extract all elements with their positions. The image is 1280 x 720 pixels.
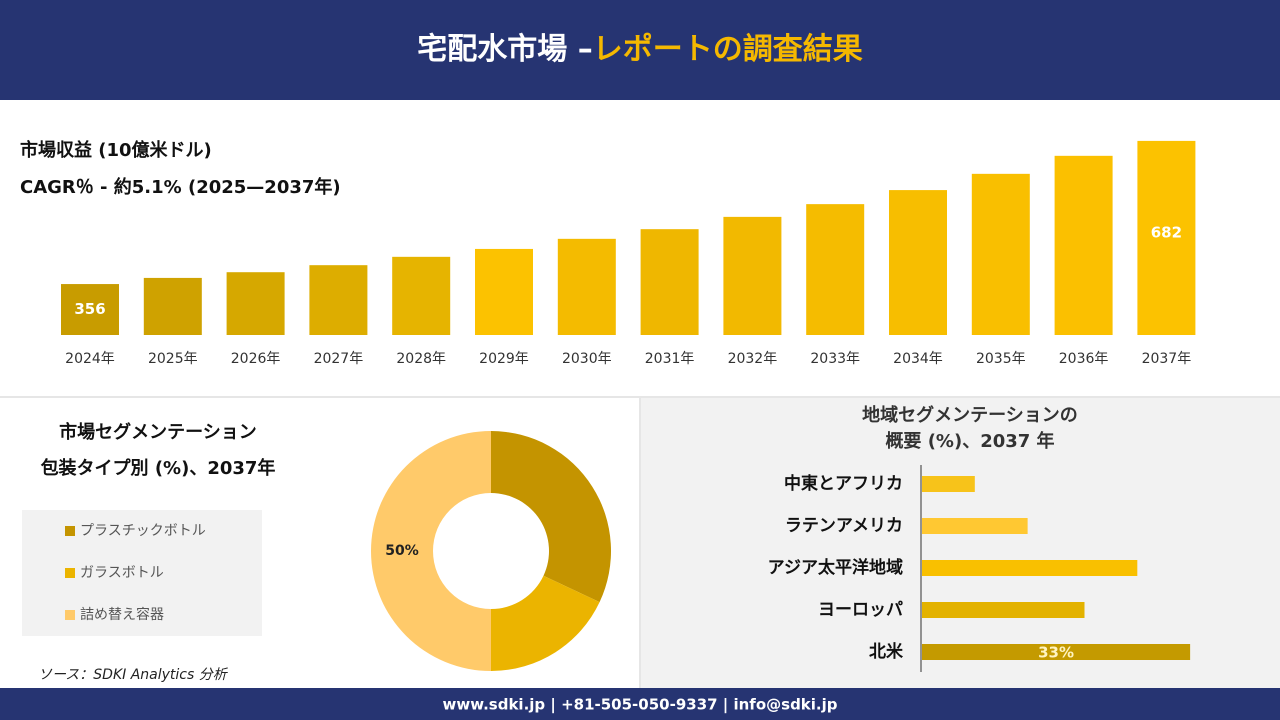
donut-slice: [371, 431, 491, 671]
bar: [922, 644, 1191, 660]
bar: [226, 272, 285, 335]
footer-contact: www.sdki.jp | +81-505-050-9337 | info@sd…: [442, 696, 837, 715]
data-label: 356: [74, 300, 105, 318]
bar: [1137, 140, 1196, 335]
x-tick-label: 2030年: [562, 351, 612, 367]
x-tick-label: 2024年: [65, 351, 115, 367]
y-tick-label: ラテンアメリカ: [785, 516, 903, 536]
x-tick-label: 2027年: [314, 351, 364, 367]
bar: [475, 248, 533, 335]
bar: [806, 204, 865, 335]
legend-swatch: [65, 526, 75, 536]
bar: [922, 602, 1085, 618]
bar: [889, 190, 947, 335]
bar: [922, 476, 975, 492]
header-bar: [0, 0, 1280, 100]
bar: [922, 560, 1138, 576]
y-tick-label: アジア太平洋地域: [768, 557, 903, 578]
chart-title: 市場セグメンテーション: [59, 421, 257, 443]
bar: [640, 229, 699, 335]
data-label: 682: [1151, 223, 1182, 241]
x-tick-label: 2026年: [231, 351, 281, 367]
x-tick-label: 2028年: [396, 351, 446, 367]
chart-subtitle: CAGR％ - 約5.1% (2025—2037年): [20, 176, 341, 198]
chart-title: 地域セグメンテーションの: [862, 404, 1078, 426]
source-note: ソース：SDKI Analytics 分析: [38, 667, 229, 683]
donut-slice: [491, 575, 600, 671]
chart-title: 市場収益 (10億米ドル): [20, 139, 212, 161]
x-tick-label: 2035年: [976, 351, 1026, 367]
bar: [1054, 155, 1113, 335]
x-tick-label: 2029年: [479, 351, 529, 367]
legend-label: プラスチックボトル: [80, 523, 206, 539]
x-tick-label: 2033年: [810, 351, 860, 367]
bar: [61, 284, 119, 335]
legend-box: [22, 510, 262, 636]
title-highlight: レポートの調査結果: [593, 32, 863, 67]
bar: [971, 173, 1030, 335]
y-tick-label: ヨーロッパ: [818, 600, 903, 620]
right-panel: [641, 398, 1280, 688]
x-tick-label: 2031年: [645, 351, 695, 367]
y-tick-label: 北米: [869, 641, 904, 662]
x-tick-label: 2025年: [148, 351, 198, 367]
legend-label: 詰め替え容器: [80, 606, 164, 623]
legend-swatch: [65, 568, 75, 578]
bar: [143, 277, 202, 335]
y-tick-label: 中東とアフリカ: [784, 473, 903, 494]
header-title: 宅配水市場 –レポートの調査結果: [417, 32, 862, 67]
title-main: 宅配水市場 –: [417, 32, 592, 67]
footer-bar: [0, 688, 1280, 720]
bar: [922, 518, 1028, 534]
bar: [723, 216, 782, 335]
bar: [557, 238, 616, 335]
x-tick-label: 2034年: [893, 351, 943, 367]
chart-subtitle: 概要 (%)、2037 年: [885, 430, 1054, 452]
data-label: 50%: [385, 543, 419, 559]
x-tick-label: 2036年: [1059, 351, 1109, 367]
data-label: 33%: [1038, 644, 1074, 662]
x-tick-label: 2037年: [1142, 351, 1192, 367]
bar: [392, 256, 451, 335]
chart-subtitle: 包装タイプ別 (%)、2037年: [41, 457, 276, 479]
legend-swatch: [65, 610, 75, 620]
legend-label: ガラスボトル: [80, 565, 164, 581]
bar: [309, 265, 368, 335]
x-tick-label: 2032年: [728, 351, 778, 367]
donut-slice: [491, 431, 611, 603]
